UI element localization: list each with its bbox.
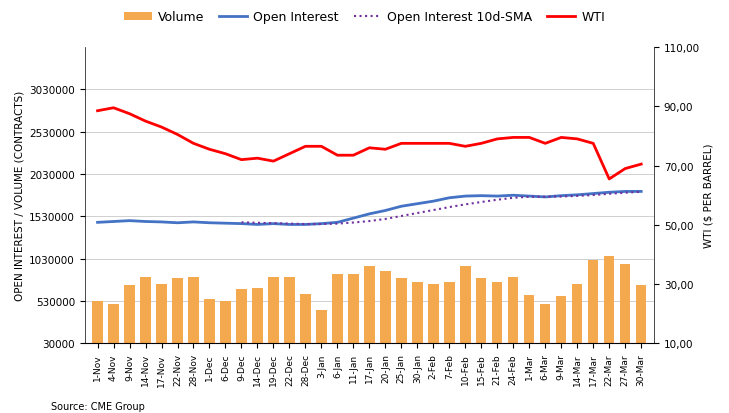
Bar <box>476 279 486 346</box>
Bar <box>300 294 311 346</box>
Bar <box>316 311 327 346</box>
Bar <box>620 264 631 346</box>
Bar <box>540 304 550 346</box>
Bar <box>252 289 262 346</box>
Bar <box>444 282 454 346</box>
Bar <box>188 278 199 346</box>
Y-axis label: OPEN INTEREST / VOLUME (CONTRACTS): OPEN INTEREST / VOLUME (CONTRACTS) <box>15 91 25 301</box>
Bar <box>156 285 167 346</box>
Bar <box>109 304 119 346</box>
Bar <box>412 282 423 346</box>
Bar <box>332 274 343 346</box>
Bar <box>556 296 566 346</box>
Bar <box>572 285 582 346</box>
Text: Source: CME Group: Source: CME Group <box>51 401 145 411</box>
Bar <box>636 285 647 346</box>
Bar <box>460 266 470 346</box>
Bar <box>284 277 295 346</box>
Bar <box>604 256 615 346</box>
Bar <box>588 261 599 346</box>
Bar <box>236 290 246 346</box>
Bar <box>380 272 391 346</box>
Bar <box>125 285 135 346</box>
Bar <box>220 301 230 346</box>
Bar <box>428 285 439 346</box>
Bar <box>348 274 359 346</box>
Bar <box>492 282 502 346</box>
Bar <box>172 279 183 346</box>
Bar <box>204 300 214 346</box>
Bar <box>524 295 534 346</box>
Bar <box>140 277 151 346</box>
Bar <box>508 278 518 346</box>
Bar <box>268 277 278 346</box>
Bar <box>93 301 103 346</box>
Bar <box>396 279 407 346</box>
Y-axis label: WTI ($ PER BARREL): WTI ($ PER BARREL) <box>704 144 714 248</box>
Legend: Volume, Open Interest, Open Interest 10d-SMA, WTI: Volume, Open Interest, Open Interest 10d… <box>119 6 610 29</box>
Bar <box>364 266 375 346</box>
